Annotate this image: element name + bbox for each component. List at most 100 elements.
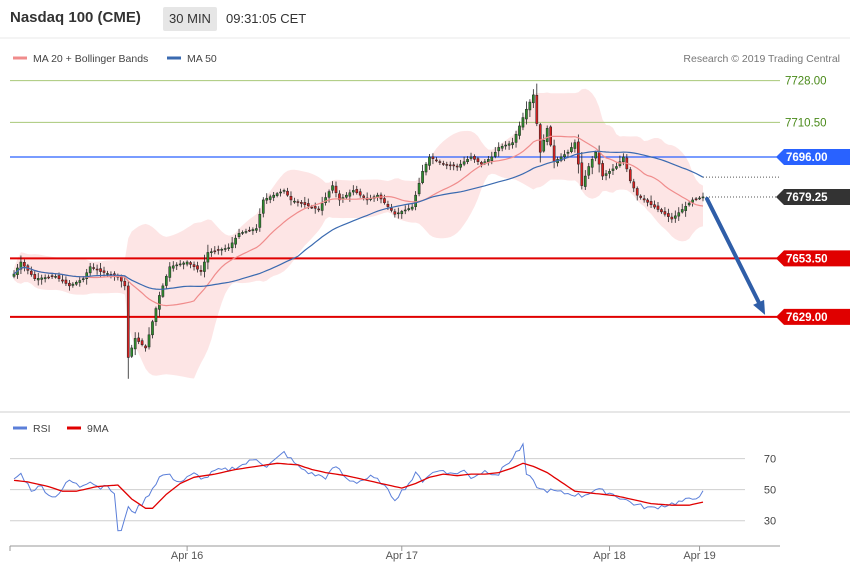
candle <box>466 156 469 165</box>
candle <box>618 155 622 168</box>
candle <box>126 281 130 379</box>
candle <box>279 188 282 197</box>
candle-body <box>61 279 64 282</box>
candle <box>234 234 237 249</box>
candle <box>493 147 497 159</box>
candle <box>538 123 542 163</box>
rsi-tick-label: 50 <box>764 485 776 497</box>
timeframe-button[interactable]: 30 MIN <box>163 7 217 31</box>
candle <box>29 266 33 277</box>
candle <box>642 194 646 203</box>
rsi-9ma-line <box>13 462 704 509</box>
target-label-bg <box>776 308 850 325</box>
candle-body <box>206 252 210 263</box>
candle <box>248 226 251 233</box>
candle-body <box>137 337 140 342</box>
candle-body <box>33 274 37 279</box>
candle <box>435 157 438 163</box>
instrument-title: Nasdaq 100 (CME) <box>10 9 141 26</box>
candle-body <box>473 156 476 160</box>
rsi-grid: 30 50 70 <box>10 454 776 528</box>
candle <box>580 152 584 190</box>
candle-body <box>64 279 68 284</box>
candle-body <box>171 265 175 269</box>
candle <box>220 247 224 256</box>
candle-body <box>282 190 286 192</box>
candle-body <box>487 159 490 163</box>
candle-body <box>532 94 535 104</box>
candle <box>261 197 265 218</box>
candle-body <box>68 282 71 287</box>
chart-legend: MA 20 + Bollinger Bands MA 50 <box>13 53 217 65</box>
candle <box>632 178 636 193</box>
candle <box>40 274 44 285</box>
candle-body <box>504 144 507 147</box>
candle-body <box>667 213 670 217</box>
candle-body <box>628 169 632 182</box>
candle-body <box>313 206 317 209</box>
candle <box>663 207 667 217</box>
candle-body <box>445 164 449 166</box>
candle-body <box>234 237 237 245</box>
candle <box>480 160 483 168</box>
candle-body <box>220 249 224 251</box>
candle-body <box>670 216 674 220</box>
candle <box>171 261 175 272</box>
candle-body <box>563 154 566 158</box>
candle <box>656 202 660 213</box>
candle-body <box>587 166 591 176</box>
target-label-box: 7653.50 <box>776 250 850 267</box>
bollinger-bands <box>14 88 703 379</box>
candle-body <box>462 161 466 165</box>
candle <box>476 156 480 165</box>
candle <box>241 230 244 236</box>
candle-body <box>182 262 185 265</box>
candle <box>667 208 670 223</box>
candle <box>272 192 275 202</box>
candle <box>421 164 424 185</box>
candle <box>102 266 106 277</box>
candle <box>293 197 296 204</box>
candle <box>608 168 611 179</box>
candle <box>275 192 279 198</box>
candle <box>462 156 466 167</box>
candle-body <box>410 206 414 210</box>
candle <box>213 246 217 255</box>
candle-body <box>511 142 514 146</box>
candle-body <box>552 145 556 162</box>
candle <box>43 274 47 283</box>
candle <box>587 162 591 180</box>
candle-body <box>417 182 421 195</box>
candle-body <box>632 181 636 189</box>
candle-body <box>88 266 92 274</box>
candle-body <box>507 143 511 146</box>
candle-body <box>334 185 338 194</box>
candle <box>701 192 705 202</box>
candle-body <box>95 268 99 271</box>
candle-body <box>258 214 262 228</box>
candle <box>178 260 182 267</box>
candle-body <box>99 268 102 272</box>
candle-body <box>241 232 244 234</box>
candle-body <box>493 151 497 157</box>
legend-label-rsi: RSI <box>33 423 51 435</box>
candlesticks <box>12 83 705 379</box>
candle <box>570 142 573 154</box>
candle-body <box>535 94 539 124</box>
candle-body <box>293 200 296 203</box>
candle <box>511 137 514 149</box>
candle-body <box>29 270 33 275</box>
candle <box>559 153 563 163</box>
candle-body <box>615 166 618 169</box>
candle <box>438 159 442 166</box>
candle <box>525 101 528 125</box>
candle-body <box>525 108 528 120</box>
candle <box>289 191 293 206</box>
rsi-tick-label: 70 <box>764 454 776 466</box>
candle-body <box>386 203 390 207</box>
candle-body <box>47 276 50 279</box>
candle <box>487 156 490 166</box>
candle <box>403 205 407 215</box>
candle-body <box>611 168 615 171</box>
candle-body <box>663 211 667 215</box>
